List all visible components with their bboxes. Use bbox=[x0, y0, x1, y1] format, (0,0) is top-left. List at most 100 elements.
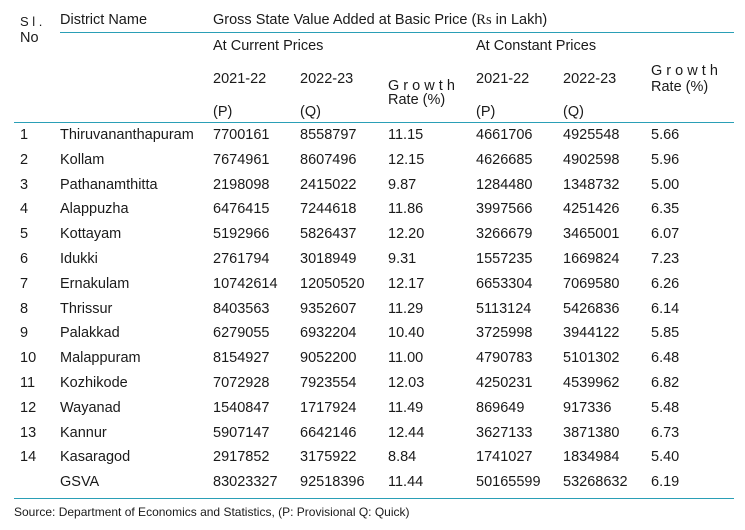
sl-cell: 13 bbox=[20, 424, 37, 441]
constant-2022-23-cell: 53268632 bbox=[563, 474, 628, 491]
current-2022-23-cell: 8558797 bbox=[300, 127, 357, 143]
current-2021-22-cell: 7072928 bbox=[213, 375, 270, 391]
current-2021-22-cell: 7674961 bbox=[213, 151, 270, 168]
sl-cell: 10 bbox=[20, 350, 37, 367]
current-growth-cell: 10.40 bbox=[388, 325, 425, 342]
current-2021-22-cell: 6279055 bbox=[213, 325, 270, 342]
current-growth-rate-label: Rate (%) bbox=[388, 92, 446, 108]
constant-2021-22-cell: 50165599 bbox=[476, 474, 541, 491]
constant-2022-23-cell: 3944122 bbox=[563, 325, 620, 342]
sl-header-bottom: No bbox=[20, 30, 39, 46]
current-growth-label: G r o w t h bbox=[388, 78, 455, 94]
current-2022-23-cell: 2415022 bbox=[300, 176, 357, 193]
constant-2021-22-cell: 4661706 bbox=[476, 127, 533, 143]
constant-2021-22-cell: 3725998 bbox=[476, 325, 533, 342]
current-2022-23-cell: 3018949 bbox=[300, 251, 357, 267]
current-growth-cell: 12.15 bbox=[388, 151, 425, 168]
constant-2021-22-cell: 3997566 bbox=[476, 201, 533, 218]
current-2021-22-cell: 2761794 bbox=[213, 251, 270, 267]
current-2021-22-cell: 8154927 bbox=[213, 350, 270, 367]
current-year-1-tag: (P) bbox=[213, 104, 233, 120]
sl-cell: 6 bbox=[20, 251, 29, 267]
district-cell: Wayanad bbox=[60, 399, 121, 416]
current-growth-cell: 12.20 bbox=[388, 226, 425, 243]
constant-growth-rate-label: Rate (%) bbox=[651, 79, 709, 95]
constant-growth-cell: 7.23 bbox=[651, 251, 680, 267]
constant-2022-23-cell: 5426836 bbox=[563, 300, 620, 317]
constant-2021-22-cell: 6653304 bbox=[476, 275, 533, 292]
constant-2021-22-cell: 4250231 bbox=[476, 375, 533, 391]
sl-cell: 9 bbox=[20, 325, 29, 342]
district-cell: Idukki bbox=[60, 251, 98, 267]
constant-2021-22-cell: 1557235 bbox=[476, 251, 533, 267]
constant-growth-cell: 6.82 bbox=[651, 375, 680, 391]
current-2021-22-cell: 10742614 bbox=[213, 275, 278, 292]
sl-cell: 2 bbox=[20, 151, 29, 168]
constant-2021-22-cell: 4790783 bbox=[476, 350, 533, 367]
district-cell: Pathanamthitta bbox=[60, 176, 158, 193]
constant-growth-cell: 5.96 bbox=[651, 151, 680, 168]
current-growth-cell: 11.49 bbox=[388, 399, 424, 416]
constant-growth-cell: 5.40 bbox=[651, 449, 680, 466]
constant-growth-cell: 5.00 bbox=[651, 176, 680, 193]
district-cell: Kasaragod bbox=[60, 449, 131, 466]
constant-2022-23-cell: 1834984 bbox=[563, 449, 620, 466]
constant-year-1: 2021-22 bbox=[476, 71, 530, 87]
current-2022-23-cell: 6932204 bbox=[300, 325, 357, 342]
current-year-2-tag: (Q) bbox=[300, 104, 321, 120]
district-name-header: District Name bbox=[60, 12, 148, 28]
current-growth-cell: 11.86 bbox=[388, 201, 424, 218]
sl-cell: 3 bbox=[20, 176, 29, 193]
district-cell: Alappuzha bbox=[60, 201, 129, 218]
current-2022-23-cell: 9052200 bbox=[300, 350, 357, 367]
current-2021-22-cell: 1540847 bbox=[213, 399, 270, 416]
current-2021-22-cell: 5192966 bbox=[213, 226, 270, 243]
current-2022-23-cell: 92518396 bbox=[300, 474, 365, 491]
constant-growth-cell: 5.48 bbox=[651, 399, 680, 416]
district-cell: Thrissur bbox=[60, 300, 113, 317]
current-year-1: 2021-22 bbox=[213, 71, 267, 87]
sl-cell: 14 bbox=[20, 449, 37, 466]
current-2021-22-cell: 6476415 bbox=[213, 201, 270, 218]
current-2021-22-cell: 5907147 bbox=[213, 424, 270, 441]
district-cell: Kollam bbox=[60, 151, 105, 168]
current-2022-23-cell: 7923554 bbox=[300, 375, 357, 391]
constant-2021-22-cell: 4626685 bbox=[476, 151, 533, 168]
constant-growth-cell: 6.26 bbox=[651, 275, 680, 292]
district-cell: Thiruvananthapuram bbox=[60, 127, 194, 143]
constant-2022-23-cell: 5101302 bbox=[563, 350, 620, 367]
current-growth-cell: 11.00 bbox=[388, 350, 424, 367]
current-growth-cell: 12.03 bbox=[388, 375, 425, 391]
constant-2022-23-cell: 1669824 bbox=[563, 251, 620, 267]
sl-cell: 11 bbox=[20, 375, 36, 391]
current-growth-cell: 12.44 bbox=[388, 424, 425, 441]
current-2022-23-cell: 8607496 bbox=[300, 151, 357, 168]
current-2021-22-cell: 7700161 bbox=[213, 127, 270, 143]
constant-growth-cell: 6.73 bbox=[651, 424, 680, 441]
current-2021-22-cell: 8403563 bbox=[213, 300, 270, 317]
constant-2022-23-cell: 4539962 bbox=[563, 375, 620, 391]
current-growth-cell: 11.44 bbox=[388, 474, 424, 491]
constant-2021-22-cell: 5113124 bbox=[476, 300, 532, 317]
constant-year-1-tag: (P) bbox=[476, 104, 496, 120]
sl-header-top: S l . bbox=[20, 14, 43, 29]
constant-2021-22-cell: 3627133 bbox=[476, 424, 533, 441]
constant-2021-22-cell: 1284480 bbox=[476, 176, 533, 193]
constant-2022-23-cell: 4925548 bbox=[563, 127, 620, 143]
table-rule-bottom bbox=[14, 498, 734, 499]
constant-2022-23-cell: 4251426 bbox=[563, 201, 620, 218]
current-growth-cell: 9.31 bbox=[388, 251, 417, 267]
header-rule-bottom bbox=[14, 122, 734, 123]
sl-cell: 5 bbox=[20, 226, 29, 243]
constant-year-2: 2022-23 bbox=[563, 71, 617, 87]
sl-cell: 4 bbox=[20, 201, 29, 218]
current-2022-23-cell: 1717924 bbox=[300, 399, 357, 416]
district-cell: Kottayam bbox=[60, 226, 122, 243]
district-cell: GSVA bbox=[60, 474, 100, 491]
constant-growth-cell: 6.14 bbox=[651, 300, 680, 317]
sl-cell: 7 bbox=[20, 275, 29, 292]
constant-2022-23-cell: 917336 bbox=[563, 399, 612, 416]
source-note: Source: Department of Economics and Stat… bbox=[14, 505, 410, 519]
current-2021-22-cell: 83023327 bbox=[213, 474, 278, 491]
constant-2022-23-cell: 3465001 bbox=[563, 226, 620, 243]
